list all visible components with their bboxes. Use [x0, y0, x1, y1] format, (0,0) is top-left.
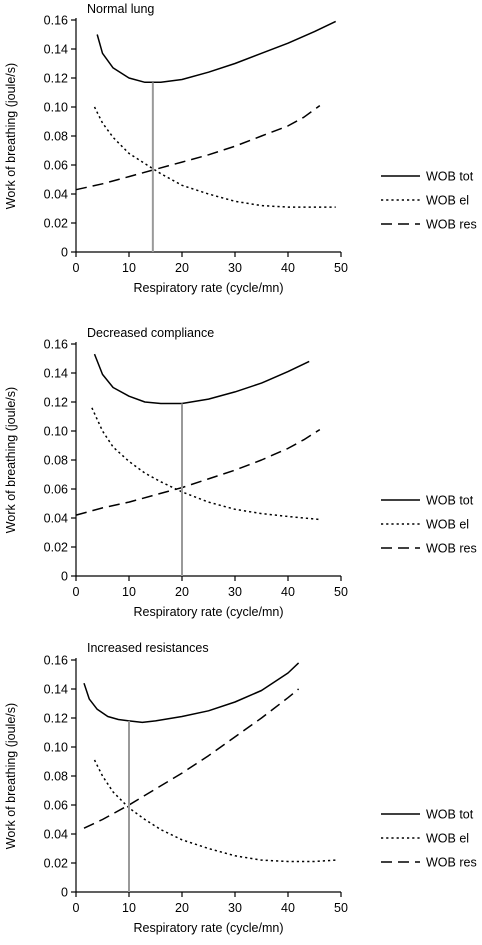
x-tick-label: 0	[73, 901, 80, 915]
x-tick-label: 50	[334, 261, 348, 275]
y-axis-label: Work of breathing (joule/s)	[4, 63, 18, 209]
x-tick-label: 50	[334, 901, 348, 915]
legend-label: WOB el	[426, 832, 469, 846]
y-tick-label: 0	[61, 570, 68, 584]
y-tick-label: 0.02	[44, 217, 68, 231]
x-tick-label: 0	[73, 585, 80, 599]
x-tick-label: 40	[281, 901, 295, 915]
x-tick-label: 20	[175, 261, 189, 275]
legend: WOB tot WOB el WOB res	[381, 170, 477, 232]
y-tick-label: 0.08	[44, 130, 68, 144]
y-tick-label: 0.12	[44, 396, 68, 410]
x-axis-label: Respiratory rate (cycle/mn)	[133, 281, 283, 295]
y-tick-label: 0	[61, 886, 68, 900]
y-tick-label: 0.06	[44, 799, 68, 813]
legend-label: WOB res	[426, 218, 477, 232]
x-tick-label: 0	[73, 261, 80, 275]
legend-label: WOB tot	[426, 170, 474, 184]
legend-label: WOB res	[426, 542, 477, 556]
y-tick-label: 0.10	[44, 101, 68, 115]
y-tick-label: 0.12	[44, 712, 68, 726]
x-tick-label: 30	[228, 261, 242, 275]
x-tick-label: 50	[334, 585, 348, 599]
y-tick-label: 0.02	[44, 541, 68, 555]
chart-panel-3: Increased resistances 0 0.02 0.04 0.06 0.08 0.…	[4, 641, 477, 935]
y-tick-label: 0.04	[44, 512, 68, 526]
series-line-wob-res	[75, 104, 321, 191]
series-line-wob-tot	[96, 20, 337, 84]
x-tick-label: 40	[281, 261, 295, 275]
x-tick-label: 20	[175, 585, 189, 599]
x-axis-label: Respiratory rate (cycle/mn)	[133, 605, 283, 619]
chart-title: Normal lung	[87, 2, 154, 16]
legend-label: WOB el	[426, 194, 469, 208]
chart-panel-2: Decreased compliance 0 0.02 0.04 0.06 0.08 0.1…	[4, 326, 477, 619]
legend-label: WOB tot	[426, 808, 474, 822]
y-tick-label: 0.02	[44, 857, 68, 871]
y-tick-label: 0.08	[44, 770, 68, 784]
legend: WOB tot WOB el WOB res	[381, 808, 477, 870]
y-tick-label: 0.10	[44, 425, 68, 439]
series-line-wob-res	[75, 428, 321, 516]
series-line-wob-el	[93, 106, 336, 208]
series-line-wob-el	[91, 407, 320, 521]
y-tick-label: 0.14	[44, 683, 68, 697]
y-tick-label: 0.06	[44, 483, 68, 497]
x-tick-label: 10	[122, 901, 136, 915]
x-tick-label: 20	[175, 901, 189, 915]
chart-title: Increased resistances	[87, 641, 209, 655]
series-line-wob-tot	[83, 662, 300, 724]
y-tick-label: 0	[61, 246, 68, 260]
x-tick-label: 40	[281, 585, 295, 599]
y-tick-label: 0.10	[44, 741, 68, 755]
y-axis-label: Work of breathing (joule/s)	[4, 387, 18, 533]
legend-label: WOB res	[426, 856, 477, 870]
y-tick-label: 0.12	[44, 72, 68, 86]
x-tick-label: 30	[228, 585, 242, 599]
x-axis-label: Respiratory rate (cycle/mn)	[133, 921, 283, 935]
y-tick-label: 0.16	[44, 14, 68, 28]
chart-panel-1: Normal lung 0 0.02 0.04 0.06 0.08 0.10 0.12 0.14…	[4, 2, 477, 295]
y-tick-label: 0.04	[44, 828, 68, 842]
x-tick-label: 10	[122, 585, 136, 599]
x-tick-label: 30	[228, 901, 242, 915]
y-tick-label: 0.16	[44, 338, 68, 352]
y-tick-label: 0.14	[44, 367, 68, 381]
y-tick-label: 0.06	[44, 159, 68, 173]
y-tick-label: 0.14	[44, 43, 68, 57]
legend: WOB tot WOB el WOB res	[381, 494, 477, 556]
legend-label: WOB tot	[426, 494, 474, 508]
y-tick-label: 0.16	[44, 654, 68, 668]
series-line-wob-el	[93, 759, 336, 863]
legend-label: WOB el	[426, 518, 469, 532]
y-axis-label: Work of breathing (joule/s)	[4, 703, 18, 849]
y-tick-label: 0.08	[44, 454, 68, 468]
series-line-wob-res	[83, 688, 300, 829]
series-line-wob-tot	[93, 353, 310, 405]
chart-title: Decreased compliance	[87, 326, 214, 340]
y-tick-label: 0.04	[44, 188, 68, 202]
x-tick-label: 10	[122, 261, 136, 275]
